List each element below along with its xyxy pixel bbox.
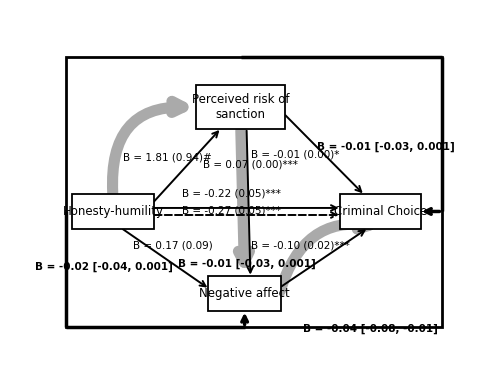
Text: Criminal Choice: Criminal Choice	[334, 205, 427, 218]
Text: B = -0.02 [-0.04, 0.001]: B = -0.02 [-0.04, 0.001]	[36, 262, 173, 272]
Text: Negative affect: Negative affect	[199, 287, 290, 300]
Text: B = -0.01 [-0.03, 0.001]: B = -0.01 [-0.03, 0.001]	[178, 259, 316, 269]
Text: Honesty-humility: Honesty-humility	[62, 205, 164, 218]
Text: B = 1.81 (0.94)#: B = 1.81 (0.94)#	[123, 152, 212, 162]
Text: B = 0.17 (0.09): B = 0.17 (0.09)	[133, 240, 213, 250]
Text: B = -0.10 (0.02)***: B = -0.10 (0.02)***	[252, 240, 350, 250]
FancyBboxPatch shape	[72, 194, 154, 229]
Text: B = -0.01 (0.00)*: B = -0.01 (0.00)*	[251, 149, 339, 159]
Text: B = -0.22 (0.05)***: B = -0.22 (0.05)***	[182, 189, 280, 199]
FancyBboxPatch shape	[208, 276, 282, 311]
Text: B = -0.04 [-0.08, -0.01]: B = -0.04 [-0.08, -0.01]	[303, 324, 438, 334]
Text: B = -0.01 [-0.03, 0.001]: B = -0.01 [-0.03, 0.001]	[317, 142, 455, 152]
Text: B = 0.07 (0.00)***: B = 0.07 (0.00)***	[203, 160, 298, 170]
FancyBboxPatch shape	[196, 85, 286, 129]
Text: Perceived risk of
sanction: Perceived risk of sanction	[192, 93, 290, 121]
Text: B = -0.27 (0.05)***: B = -0.27 (0.05)***	[182, 205, 280, 215]
FancyBboxPatch shape	[340, 194, 421, 229]
